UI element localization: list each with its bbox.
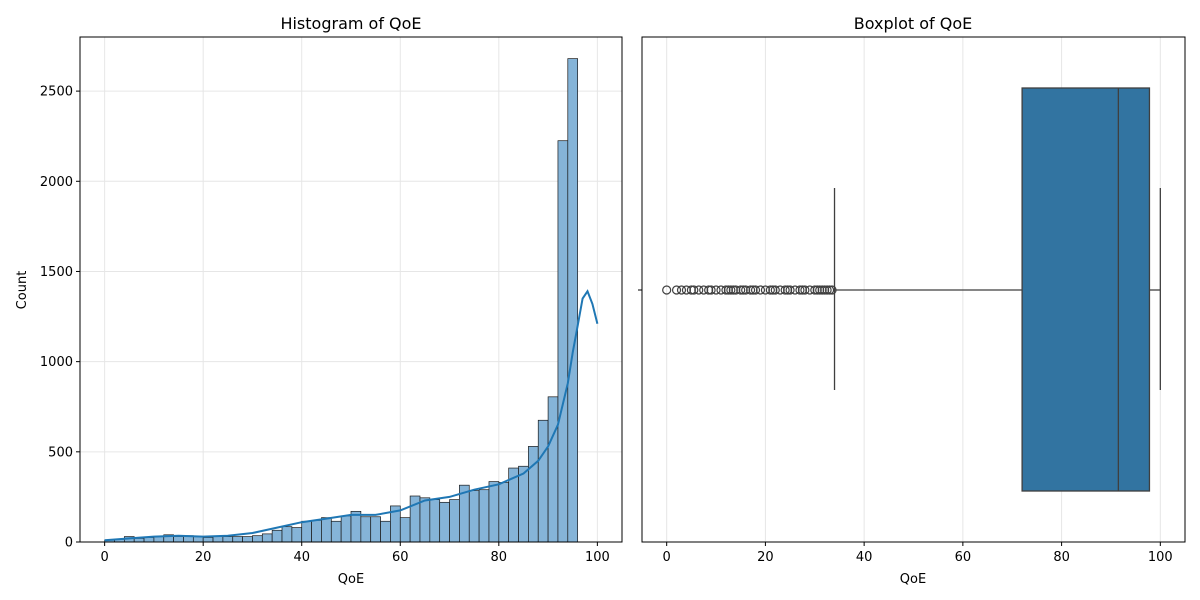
boxplot-x-axis-label: QoE [900, 572, 926, 587]
boxplot-title: Boxplot of QoE [854, 14, 973, 33]
histogram-bar [212, 536, 224, 543]
histogram-bar [498, 482, 510, 543]
outlier-point [745, 285, 756, 295]
outlier-point [671, 285, 682, 295]
histogram-bar [468, 490, 480, 543]
iqr-box [1021, 87, 1151, 492]
histogram-bar [222, 536, 234, 543]
histogram-bar [537, 419, 549, 543]
y-tick-label: 1500 [40, 265, 73, 280]
outlier-point [827, 285, 837, 295]
histogram-y-axis-label: Count [15, 271, 30, 310]
histogram-bar [449, 499, 460, 543]
histogram-grid [80, 37, 622, 543]
outlier-point [706, 285, 716, 295]
x-tick-label: 20 [757, 550, 774, 565]
x-tick-label: 0 [663, 550, 671, 565]
histogram-bar [419, 497, 431, 543]
outlier-point [770, 285, 780, 295]
x-tick-label: 20 [195, 550, 212, 565]
x-tick-label: 100 [1148, 550, 1173, 565]
histogram-bar [439, 501, 450, 543]
x-tick-label: 80 [491, 550, 508, 565]
histogram-bar [173, 536, 184, 543]
outlier-point [662, 285, 672, 295]
outlier-point [689, 285, 699, 295]
outlier-point [824, 285, 835, 295]
histogram-bar [567, 58, 579, 543]
histogram-bar [547, 396, 559, 543]
histogram-x-ticks: 0 20 40 60 80 100 [100, 542, 610, 565]
histogram-bar [291, 527, 303, 543]
histogram-bar [488, 481, 500, 543]
histogram-bar [340, 515, 352, 543]
x-tick-label: 40 [856, 550, 873, 565]
outlier-point [780, 285, 790, 295]
kde-line [104, 289, 599, 542]
x-tick-label: 100 [585, 550, 610, 565]
histogram-bar [370, 516, 381, 543]
y-tick-label: 0 [65, 536, 73, 551]
histogram-bar [478, 489, 490, 543]
histogram-bars [104, 58, 579, 543]
histogram-bar [242, 536, 253, 543]
outlier-point [795, 285, 805, 295]
histogram-x-axis-label: QoE [338, 572, 364, 587]
y-tick-label: 500 [48, 445, 73, 460]
y-tick-label: 1000 [40, 355, 73, 370]
histogram-title: Histogram of QoE [280, 14, 421, 33]
outlier-point [785, 285, 795, 295]
histogram-bar [321, 517, 332, 543]
x-tick-label: 40 [293, 550, 310, 565]
histogram-bar [330, 520, 342, 543]
histogram-bar [380, 520, 391, 543]
histogram-bar [350, 510, 362, 543]
histogram-bar [311, 520, 322, 543]
outlier-point [755, 285, 766, 295]
histogram-bar [429, 499, 441, 543]
histogram-axes-frame [79, 36, 623, 543]
histogram-bar [271, 529, 283, 543]
histogram-bar [202, 537, 214, 543]
outlier-point [800, 285, 810, 295]
outlier-point [726, 285, 736, 295]
histogram-bar [281, 526, 293, 543]
histogram-bar [360, 516, 372, 543]
boxplot-outliers [662, 285, 837, 295]
outlier-point [694, 285, 704, 295]
boxplot-x-ticks: 0 20 40 60 80 100 [663, 542, 1173, 565]
histogram-bar [399, 517, 411, 543]
outlier-point [822, 285, 832, 295]
histogram-bar [232, 536, 243, 543]
histogram-bar [301, 520, 312, 543]
x-tick-label: 0 [100, 550, 108, 565]
histogram-bar [518, 465, 529, 543]
outlier-point [750, 285, 761, 295]
histogram-bar [557, 140, 569, 543]
y-tick-label: 2500 [40, 85, 73, 100]
outlier-point [676, 285, 687, 295]
x-tick-label: 60 [955, 550, 972, 565]
histogram-bar [252, 535, 263, 543]
boxplot-box-group [833, 87, 1161, 492]
boxplot-panel: Boxplot of QoE 0 20 40 60 80 100 QoE [638, 14, 1186, 587]
outlier-point [765, 285, 775, 295]
histogram-panel: Histogram of QoE 0 20 40 60 80 100 0 500 1000 15… [15, 14, 623, 587]
x-tick-label: 60 [392, 550, 409, 565]
histogram-y-ticks: 0 500 1000 1500 2000 2500 [40, 85, 80, 551]
outlier-point [711, 285, 721, 295]
y-tick-label: 2000 [40, 175, 73, 190]
outlier-point [736, 285, 746, 295]
histogram-bar [261, 533, 273, 543]
x-tick-label: 80 [1053, 550, 1070, 565]
